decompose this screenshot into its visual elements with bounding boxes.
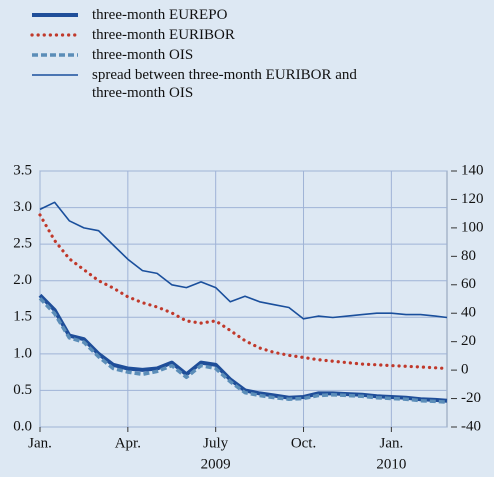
x-tick-label: Jan.	[28, 435, 52, 451]
x-year-label: 2010	[376, 456, 406, 472]
y2-tick-label: 40	[461, 305, 476, 321]
x-tick-label: Jan.	[379, 435, 403, 451]
y2-tick-label: -40	[461, 418, 481, 434]
y-tick-label: 3.5	[13, 162, 32, 178]
legend: three-month EUREPO three-month EURIBOR thr…	[30, 6, 450, 104]
line-series	[39, 201, 448, 320]
legend-swatch	[32, 53, 78, 57]
y2-tick-label: 100	[461, 219, 484, 235]
y2-tick-label: -20	[461, 390, 481, 406]
x-tick-label: Oct.	[291, 435, 316, 451]
y-tick-label: 2.5	[13, 236, 32, 252]
legend-item: three-month EURIBOR	[30, 26, 450, 44]
y2-tick-label: 80	[461, 248, 476, 264]
y2-tick-label: 0	[461, 362, 469, 378]
legend-swatch	[32, 13, 78, 17]
legend-item: three-month OIS	[30, 46, 450, 64]
y-tick-label: 0.5	[13, 382, 32, 398]
legend-label: three-month EUREPO	[92, 7, 228, 23]
y-tick-label: 2.0	[13, 272, 32, 288]
legend-label: three-month EURIBOR	[92, 27, 235, 43]
legend-swatch	[32, 74, 78, 76]
line-series	[38, 213, 449, 371]
y2-tick-label: 120	[461, 191, 484, 207]
y2-tick-label: 20	[461, 333, 476, 349]
y2-tick-label: 60	[461, 276, 476, 292]
line-series	[38, 297, 448, 404]
legend-label: three-month OIS	[92, 47, 194, 63]
y2-tick-label: 140	[461, 162, 484, 178]
legend-label: spread between three-month EURIBOR and t…	[92, 67, 357, 101]
y-tick-label: 0.0	[13, 418, 32, 434]
y-tick-label: 1.0	[13, 345, 32, 361]
y-tick-label: 3.0	[13, 199, 32, 215]
y-tick-label: 1.5	[13, 309, 32, 325]
x-tick-label: Apr.	[115, 435, 141, 451]
legend-swatch	[30, 33, 80, 37]
legend-item: three-month EUREPO	[30, 6, 450, 24]
x-tick-label: July	[203, 435, 229, 451]
legend-item: spread between three-month EURIBOR and t…	[30, 66, 450, 102]
line-series	[38, 293, 448, 403]
x-year-label: 2009	[201, 456, 231, 472]
